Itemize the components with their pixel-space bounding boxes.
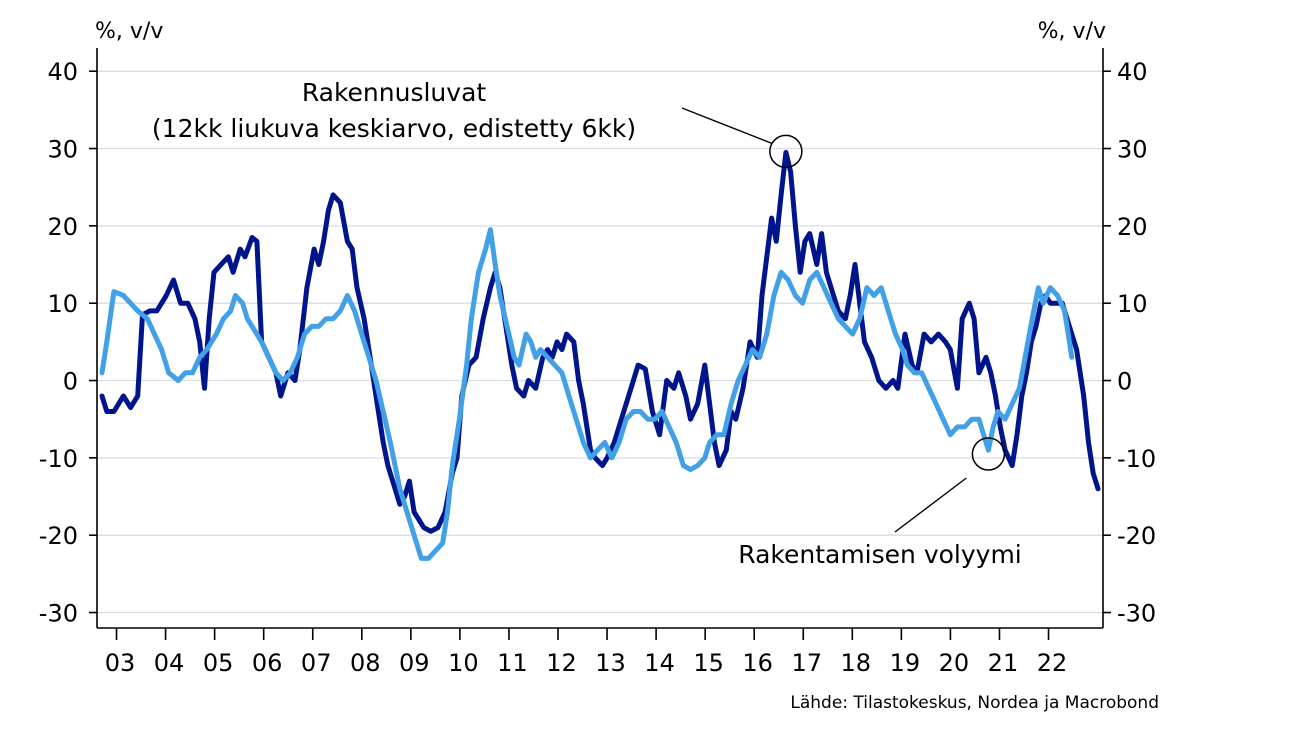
source-note: Lähde: Tilastokeskus, Nordea ja Macrobon… (790, 693, 1159, 713)
x-tick-labels: 03 04 05 06 07 08 09 10 11 12 13 14 15 16 17 18 19 20 21 22 (105, 649, 1068, 677)
permits-peak-marker (769, 134, 803, 169)
y-tick-label-right-0: 40 (1117, 58, 1148, 86)
volume-label: Rakentamisen volyymi (738, 540, 1022, 569)
y-axis-label-left: %, v/v (95, 19, 163, 44)
x-tick-label-11: 11 (497, 649, 528, 677)
gridlines (97, 70, 1103, 614)
y-tick-label-right-1: 30 (1117, 136, 1148, 164)
permits-leader-line (681, 107, 773, 145)
y-tick-labels-left: 40 30 20 10 0 -10 -20 -30 (39, 58, 78, 627)
y-tick-label-right-6: -20 (1117, 522, 1156, 550)
y-tick-label-right-7: -30 (1117, 600, 1156, 628)
tick-marks (89, 70, 1111, 640)
series-line-building-permits (99, 149, 1101, 534)
x-tick-label-20: 20 (939, 649, 970, 677)
x-tick-label-16: 16 (742, 649, 773, 677)
x-tick-label-12: 12 (546, 649, 577, 677)
volume-dip-marker (971, 437, 1006, 471)
y-tick-label-right-5: -10 (1117, 445, 1156, 473)
x-tick-label-10: 10 (448, 649, 479, 677)
x-tick-label-15: 15 (693, 649, 724, 677)
y-tick-label-left-5: -10 (39, 445, 78, 473)
x-tick-label-08: 08 (350, 649, 381, 677)
x-tick-label-17: 17 (791, 649, 822, 677)
x-tick-label-06: 06 (252, 649, 283, 677)
y-tick-label-left-1: 30 (47, 136, 78, 164)
x-tick-label-03: 03 (105, 649, 136, 677)
y-tick-label-right-4: 0 (1117, 368, 1132, 396)
volume-leader-line (894, 477, 967, 533)
x-tick-label-19: 19 (890, 649, 921, 677)
annotations: Rakennusluvat (12kk liukuva keskiarvo, e… (152, 78, 1022, 569)
y-tick-label-left-7: -30 (39, 600, 78, 628)
y-tick-label-left-3: 10 (47, 290, 78, 318)
y-tick-label-right-2: 20 (1117, 213, 1148, 241)
x-tick-label-18: 18 (841, 649, 872, 677)
y-tick-label-left-0: 40 (47, 58, 78, 86)
x-tick-label-21: 21 (988, 649, 1019, 677)
x-tick-label-14: 14 (644, 649, 675, 677)
y-axis-label-right: %, v/v (1038, 19, 1106, 44)
x-tick-label-07: 07 (301, 649, 332, 677)
series-line-construction-volume (99, 227, 1075, 561)
x-tick-label-09: 09 (399, 649, 430, 677)
x-tick-label-13: 13 (595, 649, 626, 677)
series-lines (99, 149, 1101, 561)
y-tick-label-left-2: 20 (47, 213, 78, 241)
y-tick-label-left-6: -20 (39, 522, 78, 550)
y-tick-label-right-3: 10 (1117, 290, 1148, 318)
permits-label-line2: (12kk liukuva keskiarvo, edistetty 6kk) (152, 114, 636, 143)
x-tick-label-22: 22 (1037, 649, 1068, 677)
x-tick-label-04: 04 (154, 649, 185, 677)
permits-label-line1: Rakennusluvat (302, 78, 487, 107)
y-tick-labels-right: 40 30 20 10 0 -10 -20 -30 (1117, 58, 1156, 627)
y-tick-label-left-4: 0 (63, 368, 78, 396)
x-tick-label-05: 05 (203, 649, 234, 677)
